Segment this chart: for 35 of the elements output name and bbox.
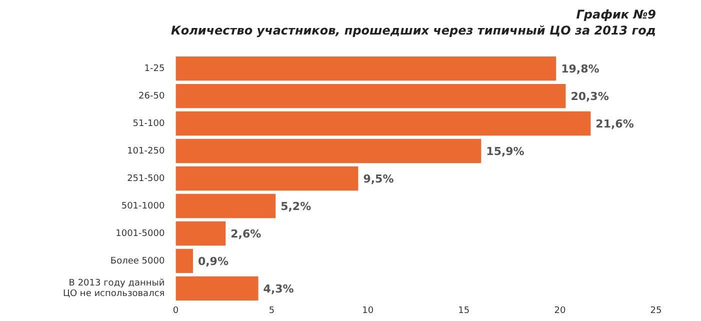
bar xyxy=(176,221,226,246)
x-tick-label: 10 xyxy=(362,306,374,316)
chart-title: График №9 xyxy=(576,7,656,22)
y-tick-label: 501-1000 xyxy=(121,201,165,212)
data-label: 21,6% xyxy=(596,117,634,130)
data-label: 2,6% xyxy=(230,227,262,240)
bar xyxy=(176,166,358,191)
bar xyxy=(176,194,276,218)
y-tick-label: 101-250 xyxy=(127,146,165,156)
y-tick-label: 26-50 xyxy=(138,91,165,102)
bar xyxy=(176,138,482,164)
x-tick-label: 20 xyxy=(554,306,566,316)
data-label: 19,8% xyxy=(561,62,600,76)
data-label: 5,2% xyxy=(280,200,312,213)
bar xyxy=(176,111,591,136)
y-tick-label: Более 5000 xyxy=(110,256,165,266)
y-tick-label: В 2013 году данный ЦО не использовался xyxy=(63,278,165,300)
chart-subtitle: Количество участников, прошедших через типичный ЦО за 2013 год xyxy=(171,24,656,38)
x-tick-label: 5 xyxy=(268,306,275,316)
bar xyxy=(176,84,566,108)
x-tick-label: 25 xyxy=(650,306,662,316)
x-tick-label: 15 xyxy=(458,306,470,316)
data-label: 15,9% xyxy=(486,144,524,158)
data-label: 20,3% xyxy=(570,90,609,103)
bar xyxy=(176,56,556,81)
y-tick-label: 51-100 xyxy=(132,118,165,129)
y-tick-label: 251-500 xyxy=(127,174,165,184)
data-label: 4,3% xyxy=(263,282,294,296)
x-tick-label: 0 xyxy=(172,306,179,316)
y-tick-label: 1-25 xyxy=(144,64,165,74)
data-label: 0,9% xyxy=(198,254,228,268)
bar xyxy=(176,248,193,274)
data-label: 9,5% xyxy=(363,172,394,186)
y-tick-label: 1001-5000 xyxy=(116,228,165,239)
bar xyxy=(176,276,258,301)
